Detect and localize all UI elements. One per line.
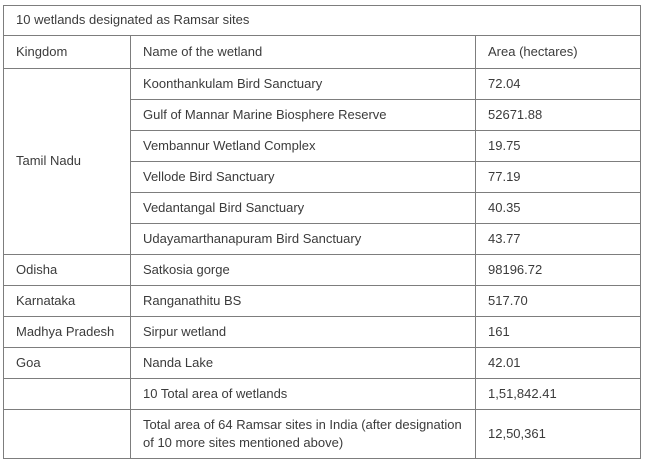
area-cell: 77.19 [475,161,641,193]
area-cell: 42.01 [475,347,641,379]
grand-total-area-cell: 12,50,361 [475,409,641,459]
kingdom-cell-madhya-pradesh: Madhya Pradesh [3,316,131,348]
total-row-wetlands: 10 Total area of wetlands 1,51,842.41 [3,378,641,410]
area-cell: 40.35 [475,192,641,224]
wetland-row: Udayamarthanapuram Bird Sanctuary 43.77 [4,223,641,255]
grand-total-label-cell: Total area of 64 Ramsar sites in India (… [130,409,476,459]
kingdom-cell-goa: Goa [3,347,131,379]
table-header-row: Kingdom Name of the wetland Area (hectar… [3,35,641,69]
area-cell: 161 [475,316,641,348]
wetland-name-cell: Sirpur wetland [130,316,476,348]
wetland-name-cell: Koonthankulam Bird Sanctuary [130,68,476,100]
ramsar-sites-table: 10 wetlands designated as Ramsar sites K… [3,5,641,459]
column-header-wetland-name: Name of the wetland [130,35,476,69]
table-title-row: 10 wetlands designated as Ramsar sites [3,5,641,36]
kingdom-cell-tamil-nadu: Tamil Nadu [3,68,131,255]
wetland-name-cell: Vedantangal Bird Sanctuary [130,192,476,224]
wetland-row: Tamil Nadu Koonthankulam Bird Sanctuary … [3,68,641,255]
total-label-cell: 10 Total area of wetlands [130,378,476,410]
wetland-row: Madhya Pradesh Sirpur wetland 161 [3,316,641,348]
wetland-name-cell: Gulf of Mannar Marine Biosphere Reserve [130,99,476,131]
area-cell: 52671.88 [475,99,641,131]
wetland-name-cell: Ranganathitu BS [130,285,476,317]
wetland-row: Goa Nanda Lake 42.01 [3,347,641,379]
area-cell: 43.77 [475,223,641,255]
wetland-name-cell: Nanda Lake [130,347,476,379]
wetland-name-cell: Satkosia gorge [130,254,476,286]
column-header-kingdom: Kingdom [3,35,131,69]
wetland-row: Gulf of Mannar Marine Biosphere Reserve … [4,99,641,131]
empty-kingdom-cell [3,378,131,410]
area-cell: 72.04 [475,68,641,100]
wetland-row: Vedantangal Bird Sanctuary 40.35 [4,192,641,224]
wetland-row: Karnataka Ranganathitu BS 517.70 [3,285,641,317]
wetland-row: Vellode Bird Sanctuary 77.19 [4,161,641,193]
total-area-cell: 1,51,842.41 [475,378,641,410]
kingdom-cell-odisha: Odisha [3,254,131,286]
column-header-area: Area (hectares) [475,35,641,69]
area-cell: 517.70 [475,285,641,317]
empty-kingdom-cell [3,409,131,459]
total-row-india: Total area of 64 Ramsar sites in India (… [3,409,641,459]
wetland-row: Vembannur Wetland Complex 19.75 [4,130,641,162]
table-title: 10 wetlands designated as Ramsar sites [3,5,641,36]
kingdom-cell-karnataka: Karnataka [3,285,131,317]
area-cell: 19.75 [475,130,641,162]
wetland-row: Odisha Satkosia gorge 98196.72 [3,254,641,286]
wetland-name-cell: Udayamarthanapuram Bird Sanctuary [130,223,476,255]
wetland-name-cell: Vellode Bird Sanctuary [130,161,476,193]
wetland-name-cell: Vembannur Wetland Complex [130,130,476,162]
area-cell: 98196.72 [475,254,641,286]
